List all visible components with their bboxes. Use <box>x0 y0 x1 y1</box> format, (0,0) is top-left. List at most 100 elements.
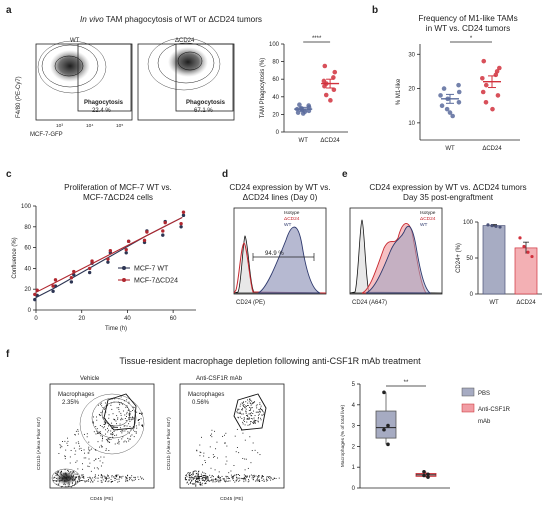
flow-anti-event <box>224 443 226 444</box>
flow-vehicle-event <box>102 427 104 429</box>
flow-vehicle-event <box>52 480 54 482</box>
flow-vehicle-event <box>90 470 92 472</box>
flow-anti-event <box>232 477 234 479</box>
flow-vehicle-event <box>112 413 114 415</box>
flow-vehicle-event <box>58 472 60 474</box>
flow-vehicle-event <box>88 479 89 480</box>
flow-anti-event <box>243 474 245 476</box>
flow-plot-wt-gate <box>77 43 132 112</box>
flow-anti-event <box>218 476 220 478</box>
flow-anti-event <box>254 475 255 477</box>
flow-vehicle-event <box>95 477 97 479</box>
flow-anti-event <box>195 476 197 478</box>
histogram-e-legend-isotype: Isotype <box>420 210 436 216</box>
flow-anti-event <box>223 434 225 436</box>
flow-vehicle-event <box>88 466 90 468</box>
dotplot-a-point <box>328 98 333 103</box>
flow-vehicle-event <box>69 462 71 464</box>
flow-anti-event <box>236 428 238 430</box>
flow-xlabel-a: MCF-7-GFP <box>30 132 63 138</box>
flow-vehicle-event <box>108 429 110 431</box>
flow-vehicle-event <box>88 480 90 482</box>
flow-anti-event <box>191 480 193 482</box>
panel-a-letter: a <box>6 5 12 16</box>
flow-anti-event <box>238 480 240 482</box>
flow-anti-event <box>259 410 261 412</box>
flow-anti-event <box>257 476 259 478</box>
panel-b-dotplot: 10 20 30 % M1-like WT ΔCD24 * <box>396 36 520 152</box>
flow-vehicle-event <box>102 407 104 408</box>
flow-vehicle-event <box>117 418 119 420</box>
flow-vehicle-event <box>101 481 103 483</box>
flow-plot-vehicle-frame <box>49 383 155 489</box>
flow-anti-event <box>206 480 208 482</box>
flow-anti-event <box>208 480 210 482</box>
flow-anti-event <box>253 476 255 478</box>
flow-anti-event <box>247 417 249 419</box>
flow-vehicle-event <box>127 474 129 476</box>
flow-anti-event <box>258 479 260 481</box>
flow-vehicle-event <box>139 412 141 414</box>
flow-vehicle-event <box>112 432 113 434</box>
flow-vehicle-event <box>141 412 143 414</box>
flow-anti-event <box>256 480 258 482</box>
linechart-c-series-0 <box>35 216 183 299</box>
flow-vehicle-event <box>123 441 125 443</box>
flow-anti-event <box>205 462 206 464</box>
flow-vehicle-event <box>112 426 114 428</box>
flow-vehicle-event <box>81 480 83 481</box>
dotplot-b-xlabel-0: WT <box>445 146 455 152</box>
flow-vehicle-event <box>128 476 130 478</box>
linechart-c-legend-label-1: MCF-7ΔCD24 <box>134 278 178 285</box>
flow-vehicle-event <box>84 480 86 482</box>
flow-anti-event <box>198 477 200 479</box>
flow-anti-event <box>262 410 264 412</box>
flow-anti-event <box>185 479 187 481</box>
panel-d: d CD24 expression by WT vs. ΔCD24 lines … <box>222 169 331 306</box>
flow-anti-event <box>270 479 272 481</box>
panel-c-letter: c <box>6 169 12 180</box>
flow-vehicle-event <box>111 408 113 410</box>
flow-vehicle-event <box>112 425 114 427</box>
flow-vehicle-event <box>105 433 106 435</box>
flow-vehicle-event <box>99 433 101 435</box>
flow-anti-event <box>207 477 209 479</box>
flow-anti-event <box>211 475 213 477</box>
flow-anti-event <box>235 474 237 476</box>
flow-anti-event <box>218 475 219 477</box>
flow-vehicle-event <box>106 476 107 478</box>
flow-vehicle-event <box>96 416 97 418</box>
linechart-c-legend-marker-1 <box>122 278 126 282</box>
flow-vehicle-event <box>116 478 118 480</box>
flow-anti-event <box>197 475 199 477</box>
flow-vehicle-event <box>95 458 96 460</box>
flow-vehicle-event <box>119 476 121 478</box>
flow-anti-event <box>201 484 203 486</box>
flow-anti-event <box>258 408 260 410</box>
linechart-c-point <box>53 284 58 288</box>
flow-vehicle-event <box>101 476 103 478</box>
flow-anti-event <box>254 422 256 424</box>
flow-vehicle-event <box>108 417 110 419</box>
flow-plot-vehicle: Vehicle Macrophages 2.35% <box>49 376 155 489</box>
flow-anti-event <box>222 478 224 480</box>
flow-vehicle-event <box>114 477 116 479</box>
flow-vehicle-event <box>87 477 89 478</box>
flow-vehicle-event <box>75 476 77 478</box>
flow-anti-event <box>245 478 247 480</box>
flow-anti-event <box>255 419 256 421</box>
flow-tick-wt-3: 10⁵ <box>116 123 123 129</box>
flow-anti-event <box>257 414 259 416</box>
flow-vehicle-event <box>118 398 120 400</box>
flow-anti-event <box>200 476 202 478</box>
flow-anti-event <box>196 481 198 483</box>
flow-anti-event <box>242 413 244 415</box>
flow-vehicle-event <box>77 476 79 478</box>
linechart-c-point <box>181 213 186 218</box>
flow-vehicle-event <box>102 462 104 464</box>
flow-anti-event <box>238 477 240 479</box>
flow-vehicle-event <box>107 441 109 442</box>
flow-anti-event <box>244 475 246 477</box>
flow-vehicle-event <box>122 436 124 438</box>
boxplot-f-point <box>422 469 426 474</box>
